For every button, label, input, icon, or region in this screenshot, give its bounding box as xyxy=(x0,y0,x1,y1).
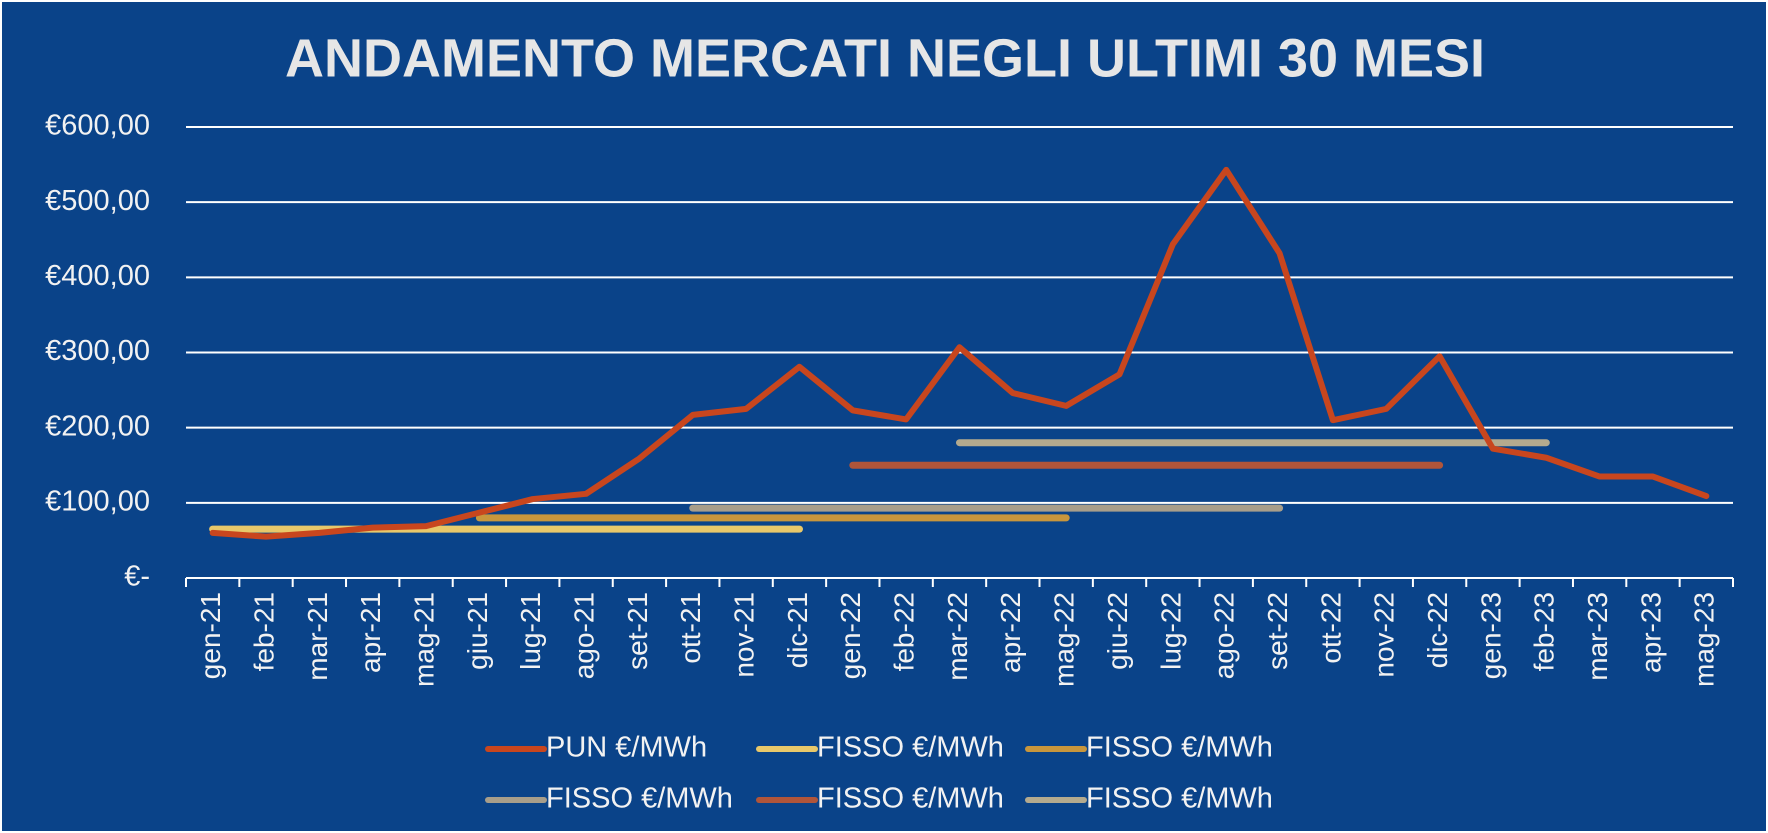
x-tick-label: set-21 xyxy=(622,592,653,670)
x-tick-label: lug-21 xyxy=(515,592,546,670)
x-tick-label: mag-21 xyxy=(408,592,439,687)
x-tick-label: apr-23 xyxy=(1635,592,1666,673)
x-tick-label: nov-21 xyxy=(729,592,760,678)
x-tick-label: giu-22 xyxy=(1102,592,1133,670)
chart-title: ANDAMENTO MERCATI NEGLI ULTIMI 30 MESI xyxy=(285,28,1485,88)
x-tick-label: ott-21 xyxy=(675,592,706,664)
x-tick-label: mar-22 xyxy=(942,592,973,681)
series-line xyxy=(209,166,1710,540)
x-tick-label: ago-22 xyxy=(1209,592,1240,679)
x-tick-label: mar-21 xyxy=(302,592,333,681)
y-tick-label: €- xyxy=(124,561,150,593)
y-tick-label: €500,00 xyxy=(45,185,150,217)
x-tick-label: mag-22 xyxy=(1049,592,1080,687)
x-tick-label: mar-23 xyxy=(1582,592,1613,681)
x-tick-label: dic-21 xyxy=(782,592,813,668)
x-tick-label: giu-21 xyxy=(462,592,493,670)
x-tick-label: nov-22 xyxy=(1369,592,1400,678)
legend-label: FISSO €/MWh xyxy=(817,783,1004,815)
x-tick-label: set-22 xyxy=(1262,592,1293,670)
x-tick-label: mag-23 xyxy=(1689,592,1720,687)
x-tick-label: gen-22 xyxy=(835,592,866,679)
x-tick-label: dic-22 xyxy=(1422,592,1453,668)
x-tick-label: ott-22 xyxy=(1315,592,1346,664)
y-tick-label: €400,00 xyxy=(45,260,150,292)
x-tick-label: apr-22 xyxy=(995,592,1026,673)
x-tick-label: ago-21 xyxy=(568,592,599,679)
x-tick-label: feb-21 xyxy=(248,592,279,671)
legend-label: FISSO €/MWh xyxy=(1086,732,1273,764)
legend-label: PUN €/MWh xyxy=(546,732,707,764)
x-tick-label: gen-23 xyxy=(1475,592,1506,679)
y-tick-label: €300,00 xyxy=(45,335,150,367)
x-tick-label: apr-21 xyxy=(355,592,386,673)
legend-label: FISSO €/MWh xyxy=(1086,783,1273,815)
x-tick-label: feb-23 xyxy=(1529,592,1560,671)
y-tick-label: €100,00 xyxy=(45,485,150,517)
legend-label: FISSO €/MWh xyxy=(546,783,733,815)
x-tick-label: lug-22 xyxy=(1155,592,1186,670)
y-tick-label: €600,00 xyxy=(45,110,150,142)
y-tick-label: €200,00 xyxy=(45,410,150,442)
x-tick-label: gen-21 xyxy=(195,592,226,679)
legend-label: FISSO €/MWh xyxy=(817,732,1004,764)
x-tick-label: feb-22 xyxy=(889,592,920,671)
